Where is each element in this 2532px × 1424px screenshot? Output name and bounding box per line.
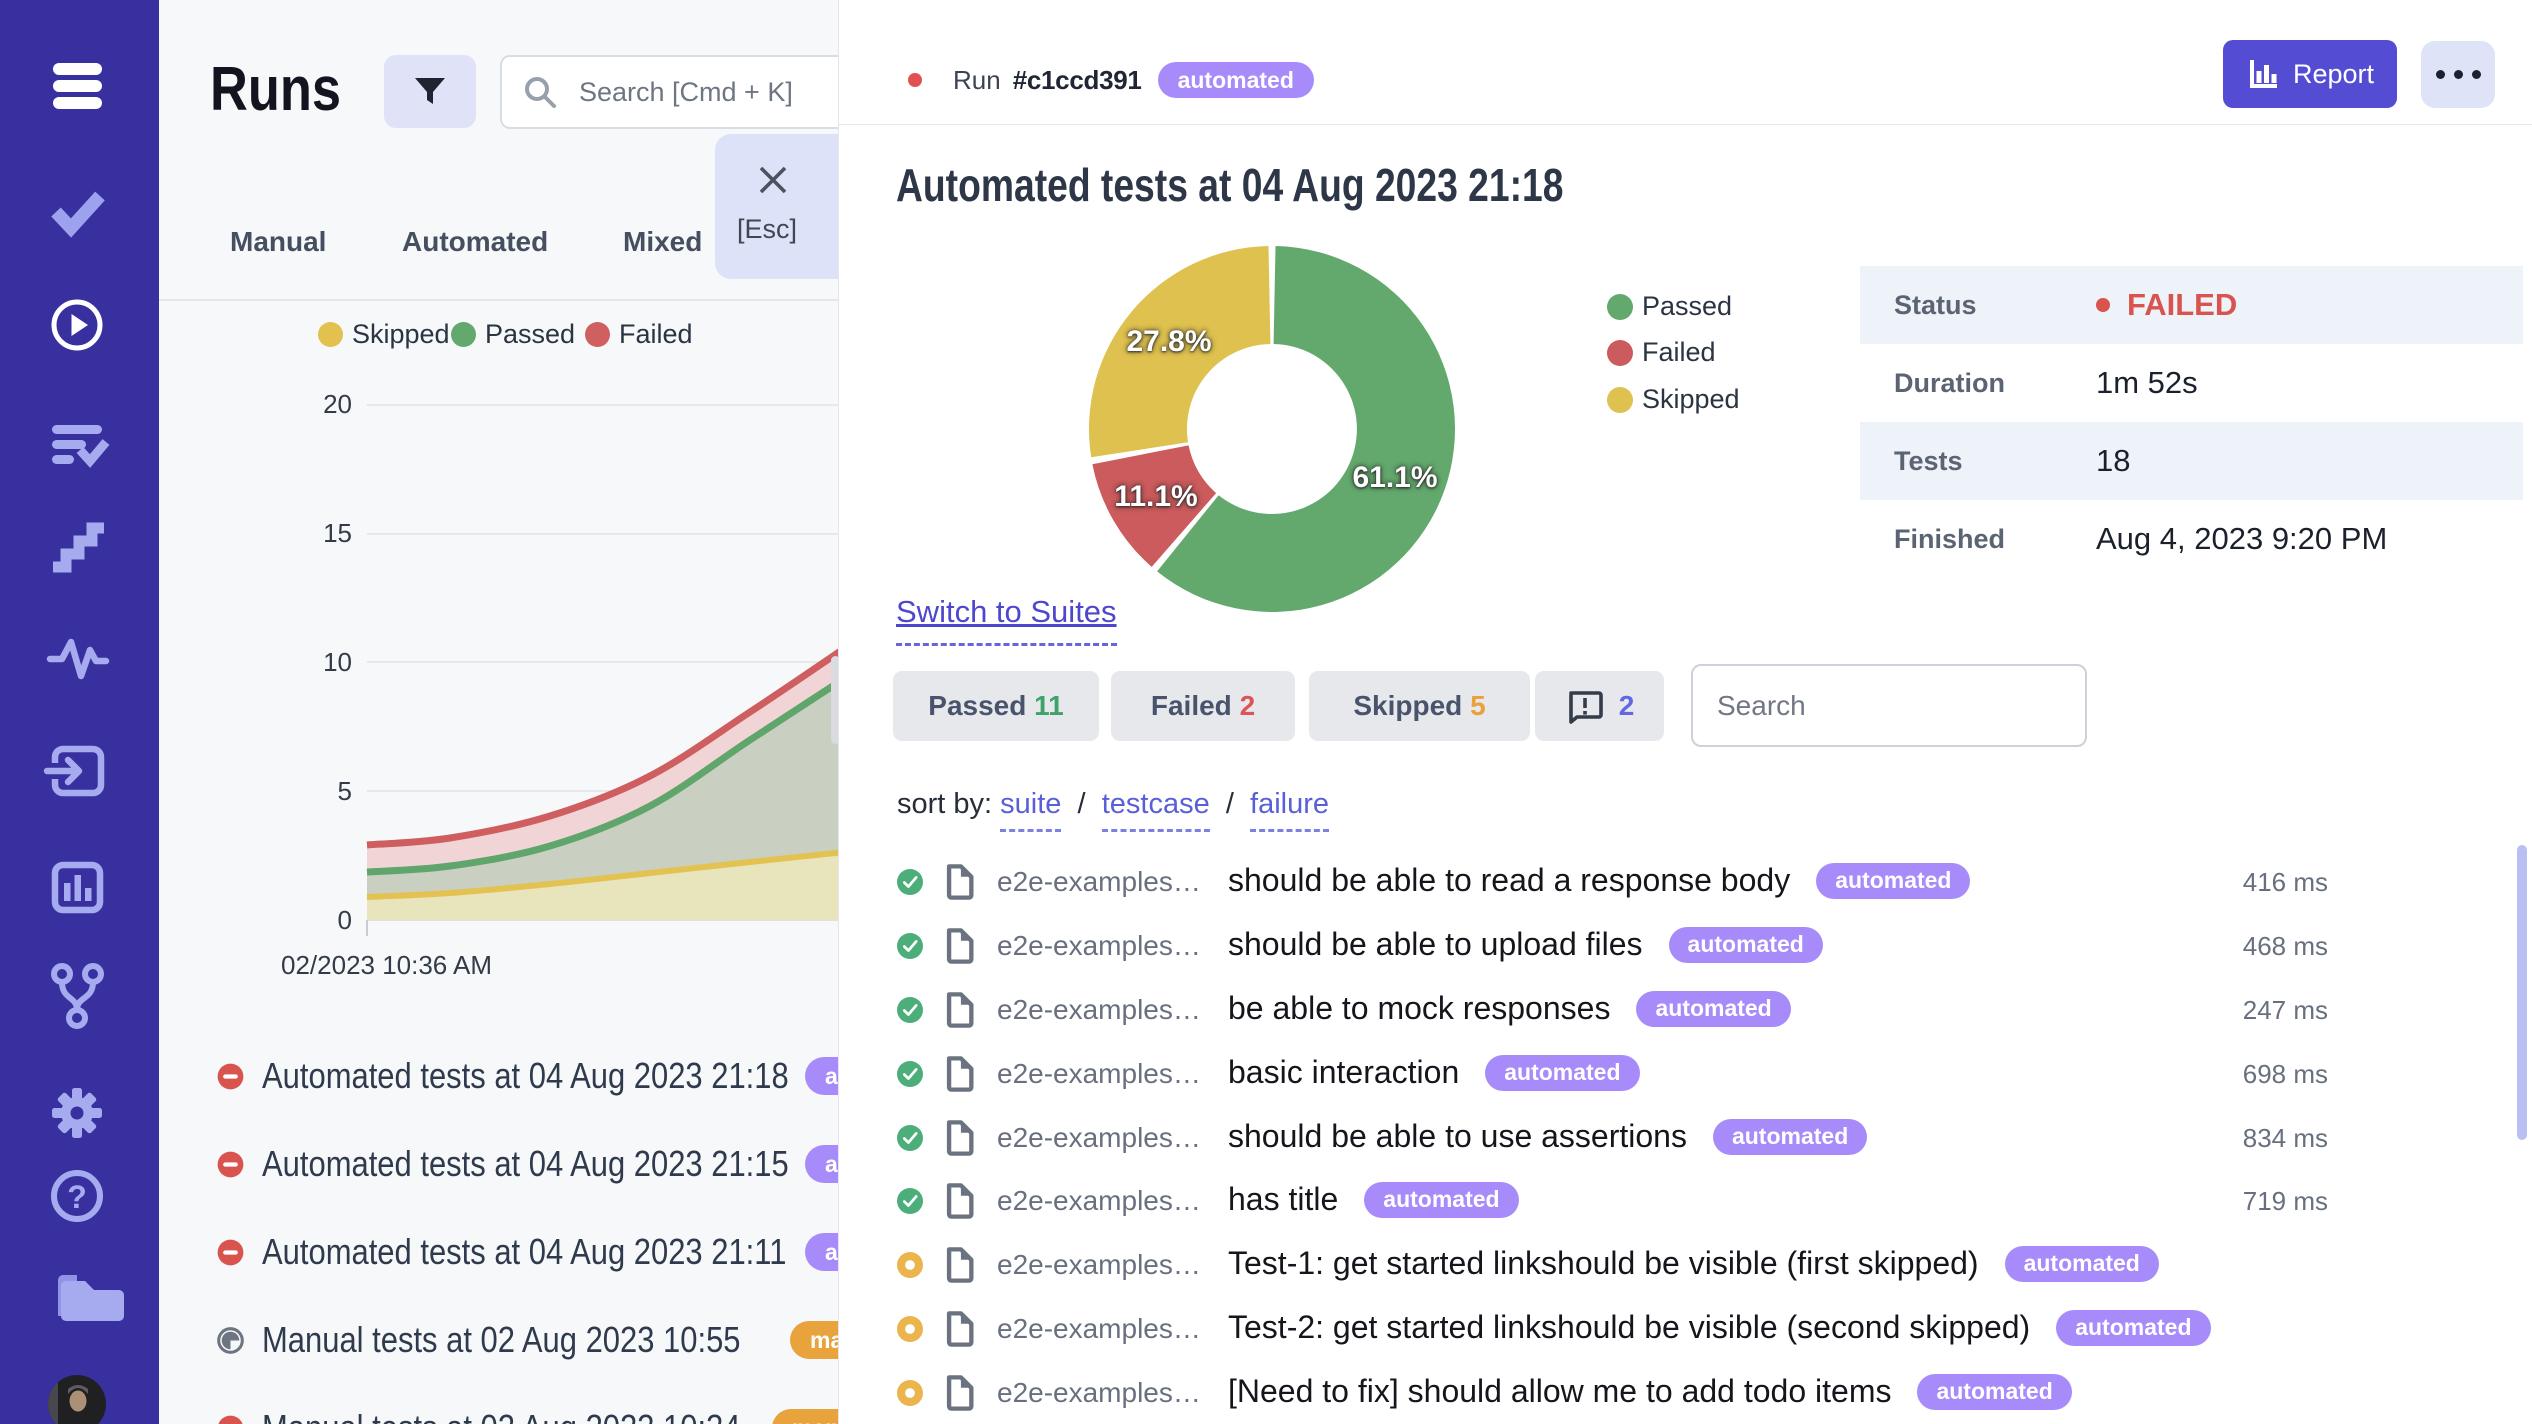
svg-text:?: ? xyxy=(67,1179,87,1215)
